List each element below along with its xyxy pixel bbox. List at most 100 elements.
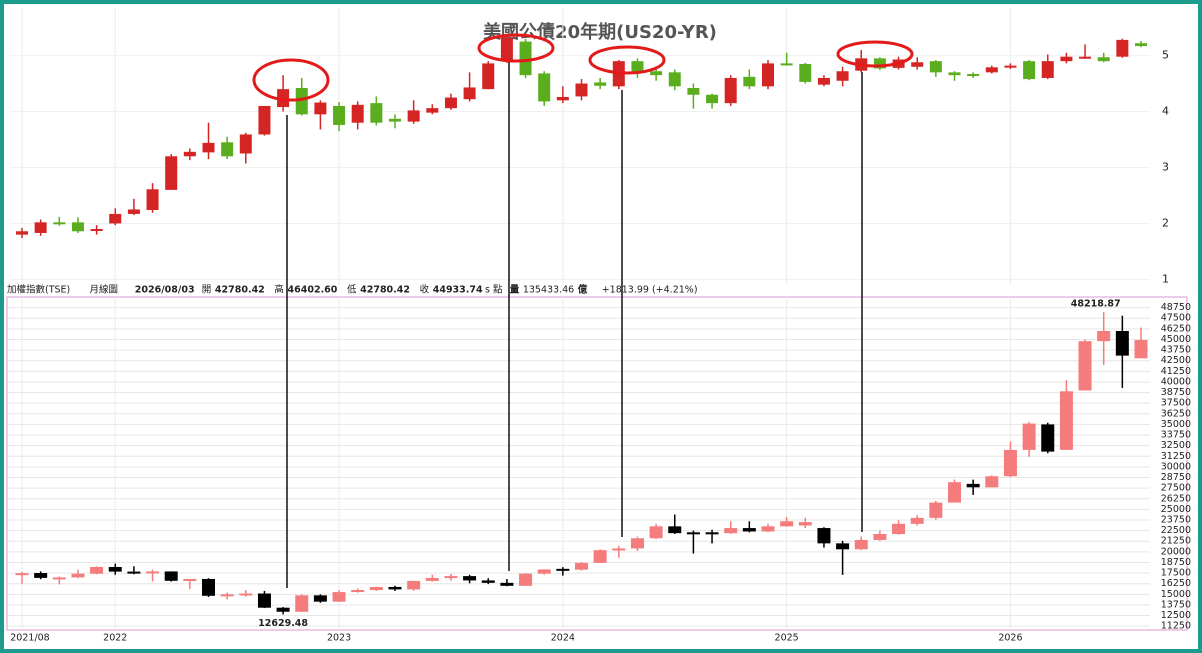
candle-body xyxy=(668,72,681,87)
x-tick-label: 2022 xyxy=(103,633,127,644)
candle-body xyxy=(500,37,513,62)
candle-body xyxy=(221,142,234,157)
candle-body xyxy=(761,526,775,532)
info-item: 月線圖 xyxy=(89,284,118,296)
candle-body xyxy=(500,582,514,586)
info-item: 高 xyxy=(274,284,284,296)
info-item: s 點 xyxy=(485,284,503,296)
candle-body xyxy=(16,231,28,235)
candle-body xyxy=(985,476,999,488)
candle-body xyxy=(631,61,644,73)
y-tick-label: 38750 xyxy=(1161,387,1191,398)
y-tick-label: 43750 xyxy=(1161,345,1191,356)
candle-body xyxy=(53,222,66,225)
candle-body xyxy=(407,110,420,122)
x-tick-label: 2024 xyxy=(551,633,575,644)
candle-body xyxy=(351,104,364,123)
candle-body xyxy=(314,102,327,115)
info-item: 收 xyxy=(420,284,430,296)
candle-body xyxy=(332,592,346,602)
y-tick-label: 3 xyxy=(1162,160,1169,173)
candle-body xyxy=(742,528,756,532)
candle-body xyxy=(34,572,48,578)
candle-body xyxy=(762,63,774,87)
info-item: 42780.42 xyxy=(360,285,410,296)
candle-body xyxy=(929,502,943,518)
candle-body xyxy=(108,566,122,572)
candle-body xyxy=(146,189,159,211)
candle-body xyxy=(407,580,421,590)
candle-body xyxy=(183,578,197,581)
candle-body xyxy=(910,517,924,524)
candle-body xyxy=(481,580,495,583)
y-tick-label: 4 xyxy=(1162,105,1169,118)
candle-body xyxy=(687,88,700,95)
candle-body xyxy=(649,526,663,539)
candle-body xyxy=(575,562,588,570)
y-tick-label: 17500 xyxy=(1161,568,1191,579)
candle-body xyxy=(594,82,607,86)
candle-body xyxy=(1134,340,1148,359)
info-item: 量 xyxy=(510,284,520,296)
candle-body xyxy=(686,532,700,535)
high-label: 48218.87 xyxy=(1071,299,1121,310)
candle-body xyxy=(538,73,551,102)
y-tick-label: 31250 xyxy=(1161,451,1191,462)
candle-body xyxy=(52,577,66,580)
candle-body xyxy=(892,523,906,535)
candle-body xyxy=(873,534,887,540)
candle-body xyxy=(967,74,980,77)
highlight-circle xyxy=(836,40,914,68)
y-tick-label: 27500 xyxy=(1161,483,1191,494)
candle-body xyxy=(1060,56,1073,62)
y-tick-label: 12500 xyxy=(1161,610,1191,621)
candle-body xyxy=(146,571,160,574)
candle-body xyxy=(71,573,85,578)
y-tick-label: 32500 xyxy=(1161,440,1191,451)
y-tick-label: 5 xyxy=(1162,49,1169,62)
candle-body xyxy=(519,41,532,76)
candle-body xyxy=(239,134,252,154)
candle-body xyxy=(1097,330,1111,342)
candle-body xyxy=(127,571,141,574)
y-tick-label: 37500 xyxy=(1161,398,1191,409)
candle-body xyxy=(1116,39,1129,57)
candle-body xyxy=(164,571,178,581)
y-tick-label: 26250 xyxy=(1161,493,1191,504)
info-item: 加權指數(TSE) xyxy=(7,284,70,296)
candle-body xyxy=(90,566,104,574)
candle-body xyxy=(258,105,271,135)
y-tick-label: 25000 xyxy=(1161,504,1191,515)
candle-body xyxy=(948,482,961,503)
y-tick-label: 2 xyxy=(1162,216,1169,229)
x-tick-label: 2021/08 xyxy=(10,633,49,644)
y-tick-label: 35000 xyxy=(1161,419,1191,430)
y-tick-label: 48750 xyxy=(1161,302,1191,313)
y-tick-label: 45000 xyxy=(1161,334,1191,345)
candle-body xyxy=(333,105,346,125)
info-item: 開 xyxy=(202,285,212,296)
candle-body xyxy=(556,568,570,571)
candle-body xyxy=(239,593,253,596)
x-tick-label: 2026 xyxy=(998,633,1022,644)
candle-body xyxy=(444,576,458,579)
candle-body xyxy=(873,58,886,69)
info-item: 42780.42 xyxy=(215,285,265,296)
candle-body xyxy=(556,96,569,101)
candle-body xyxy=(780,521,794,527)
chart-title: 美國公債20年期(US20-YR) xyxy=(483,21,717,43)
candle-body xyxy=(537,569,551,574)
candle-body xyxy=(1079,56,1092,59)
y-tick-label: 13750 xyxy=(1161,599,1191,610)
candle-body xyxy=(463,87,476,100)
info-item: 135433.46 xyxy=(523,285,574,296)
candle-body xyxy=(71,222,84,232)
y-tick-label: 46250 xyxy=(1161,323,1191,334)
candle-body xyxy=(276,607,290,612)
candle-body xyxy=(706,94,719,104)
y-tick-label: 30000 xyxy=(1161,461,1191,472)
x-tick-label: 2023 xyxy=(327,633,351,644)
info-item: 46402.60 xyxy=(288,285,338,296)
candle-body xyxy=(799,63,812,82)
